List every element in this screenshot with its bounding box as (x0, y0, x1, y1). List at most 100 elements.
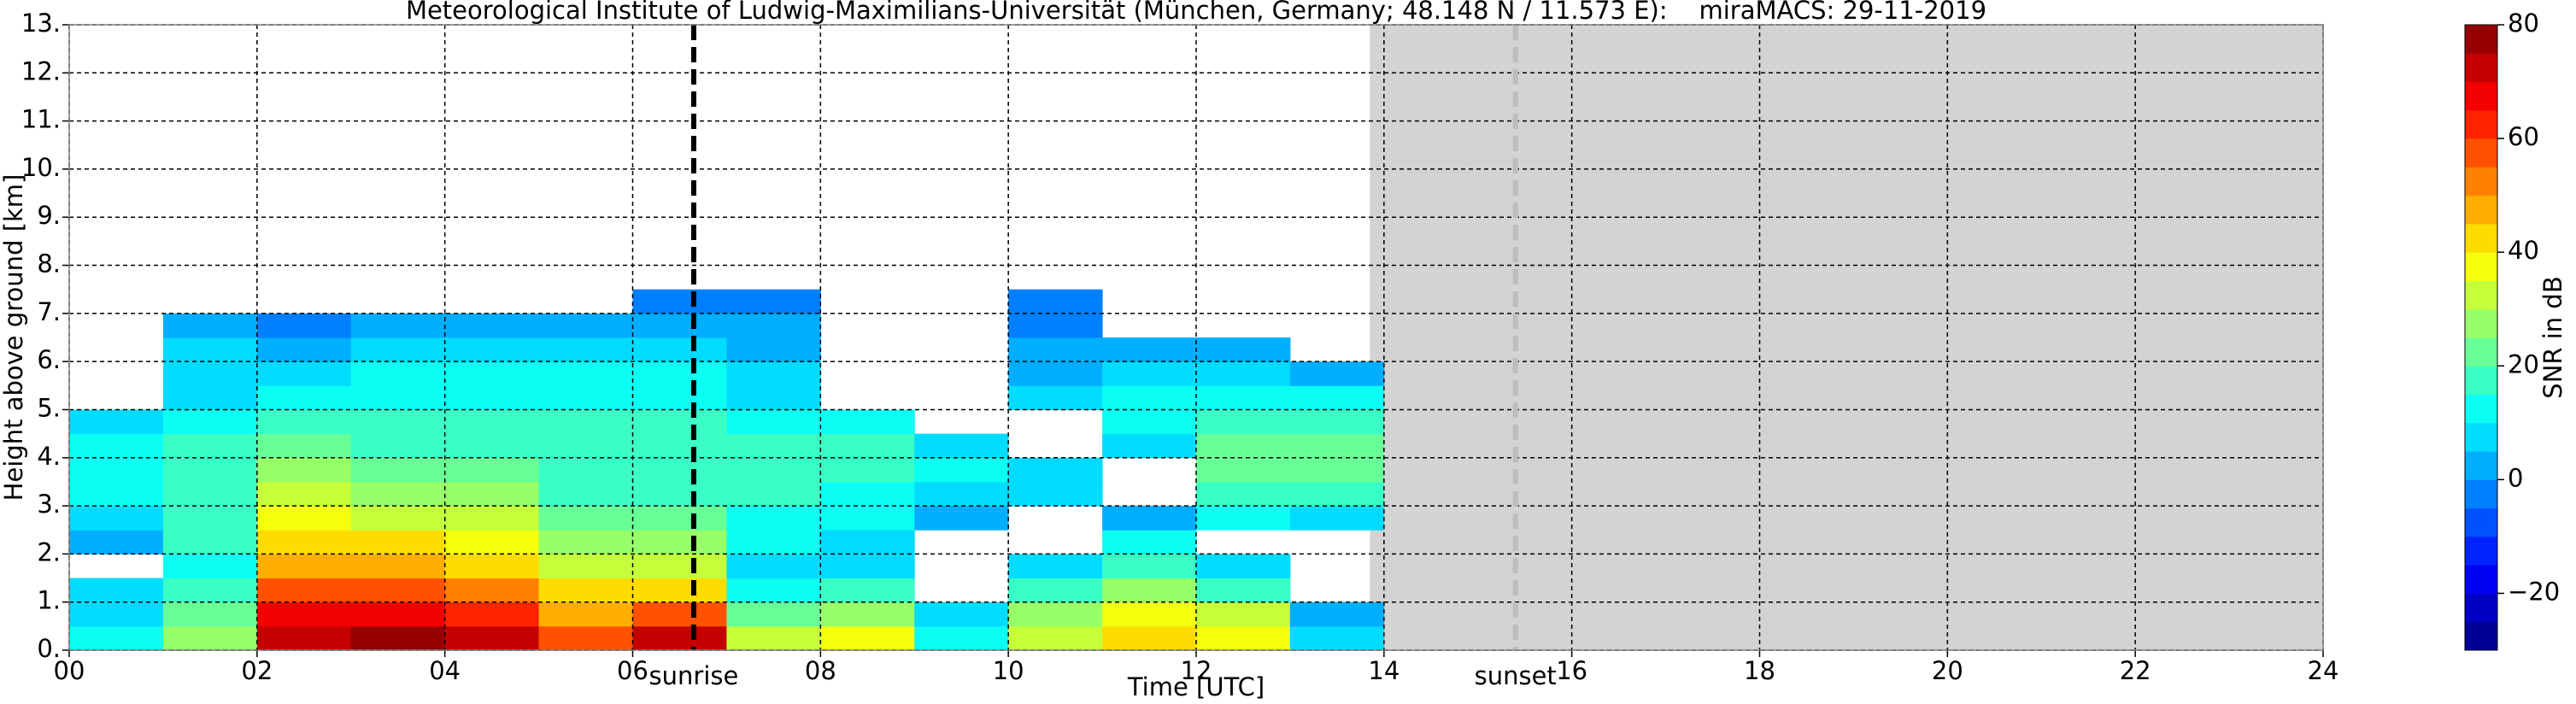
annotation-label: sunrise (649, 661, 739, 690)
y-tick-label: 4. (37, 442, 61, 471)
heatmap-cell (1008, 481, 1103, 507)
heatmap-cell (162, 409, 258, 435)
heatmap-cell (914, 506, 1009, 531)
heatmap-cell (350, 385, 446, 410)
heatmap-cell (1102, 578, 1197, 603)
x-tick-label: 22 (2120, 656, 2151, 685)
heatmap-cell (820, 457, 915, 483)
heatmap-cell (820, 601, 915, 627)
heatmap-cell (256, 385, 352, 410)
heatmap-cell (1289, 481, 1385, 507)
heatmap-cell (1196, 481, 1291, 507)
heatmap-cell (350, 409, 446, 435)
heatmap-cell (162, 385, 258, 410)
heatmap-cell (256, 481, 352, 507)
colorbar-tick-label: 40 (2508, 236, 2539, 265)
heatmap-cell (538, 625, 633, 651)
heatmap-cell (726, 625, 821, 651)
colorbar-frame (2464, 24, 2498, 651)
heatmap-cell (726, 361, 821, 386)
heatmap-cell (1196, 433, 1291, 459)
heatmap-cell (162, 337, 258, 362)
heatmap-cell (162, 433, 258, 459)
heatmap-cell (162, 481, 258, 507)
heatmap-cell (1289, 409, 1385, 435)
colorbar-tick-label: 0 (2508, 463, 2523, 492)
heatmap-cell (350, 554, 446, 579)
heatmap-cell (726, 457, 821, 483)
heatmap-cell (632, 361, 727, 386)
heatmap-cell (444, 601, 540, 627)
x-tick-label: 12 (1181, 656, 1212, 685)
heatmap-cell (726, 530, 821, 554)
heatmap-cell (350, 337, 446, 362)
x-tick-label: 24 (2308, 656, 2339, 685)
heatmap-cell (444, 409, 540, 435)
y-tick-label: 5. (37, 393, 61, 422)
heatmap-cell (914, 457, 1009, 483)
heatmap-cell (256, 337, 352, 362)
heatmap-cell (538, 433, 633, 459)
heatmap-cell (162, 457, 258, 483)
heatmap-cell (538, 506, 633, 531)
heatmap-cell (1008, 625, 1103, 651)
colorbar-segment (2465, 593, 2497, 623)
y-tick-label: 6. (37, 345, 61, 374)
heatmap-cell (256, 554, 352, 579)
colorbar-segment (2465, 81, 2497, 111)
heatmap-cell (1102, 337, 1197, 362)
heatmap-cell (1008, 385, 1103, 410)
heatmap-cell (820, 433, 915, 459)
heatmap-cell (632, 554, 727, 579)
y-tick-label: 2. (37, 537, 61, 566)
heatmap-cell (538, 385, 633, 410)
heatmap-cell (256, 313, 352, 338)
heatmap-cell (1196, 601, 1291, 627)
heatmap-cell (726, 554, 821, 579)
heatmap-cell (820, 481, 915, 507)
colorbar-segment (2465, 53, 2497, 83)
heatmap-cell (350, 530, 446, 554)
heatmap-cell (820, 506, 915, 531)
y-tick-label: 8. (37, 249, 61, 279)
heatmap-cell (914, 481, 1009, 507)
heatmap-cell (1102, 409, 1197, 435)
heatmap-cell (726, 385, 821, 410)
heatmap-cell (444, 337, 540, 362)
heatmap-cell (726, 289, 821, 314)
colorbar-tick-label: 20 (2508, 349, 2539, 378)
heatmap-cell (538, 554, 633, 579)
colorbar-segment (2465, 252, 2497, 281)
colorbar-label: SNR in dB (2538, 276, 2567, 398)
heatmap-cell (632, 409, 727, 435)
colorbar-segment (2465, 536, 2497, 566)
heatmap-cell (350, 313, 446, 338)
colorbar-tick-label: 60 (2508, 122, 2539, 151)
heatmap-cell (1102, 530, 1197, 554)
heatmap-cell (350, 361, 446, 386)
x-tick-label: 00 (54, 656, 85, 685)
heatmap-cell (820, 578, 915, 603)
heatmap-cell (1008, 289, 1103, 314)
heatmap-cell (69, 625, 164, 651)
heatmap-cell (1289, 361, 1385, 386)
colorbar-segment (2465, 138, 2497, 167)
colorbar-segment (2465, 25, 2497, 54)
colorbar-segment (2465, 507, 2497, 537)
heatmap-cell (350, 457, 446, 483)
heatmap-cell (162, 530, 258, 554)
heatmap-cell (538, 361, 633, 386)
heatmap-cell (444, 385, 540, 410)
heatmap-cell (1196, 337, 1291, 362)
heatmap-cell (538, 530, 633, 554)
heatmap-cell (1008, 578, 1103, 603)
colorbar-segment (2465, 621, 2497, 651)
heatmap-cell (256, 457, 352, 483)
heatmap-cell (444, 481, 540, 507)
colorbar-segment (2465, 109, 2497, 139)
heatmap-cell (538, 457, 633, 483)
heatmap-cell (69, 506, 164, 531)
heatmap-cell (1008, 601, 1103, 627)
no-data-region (1370, 25, 2323, 650)
